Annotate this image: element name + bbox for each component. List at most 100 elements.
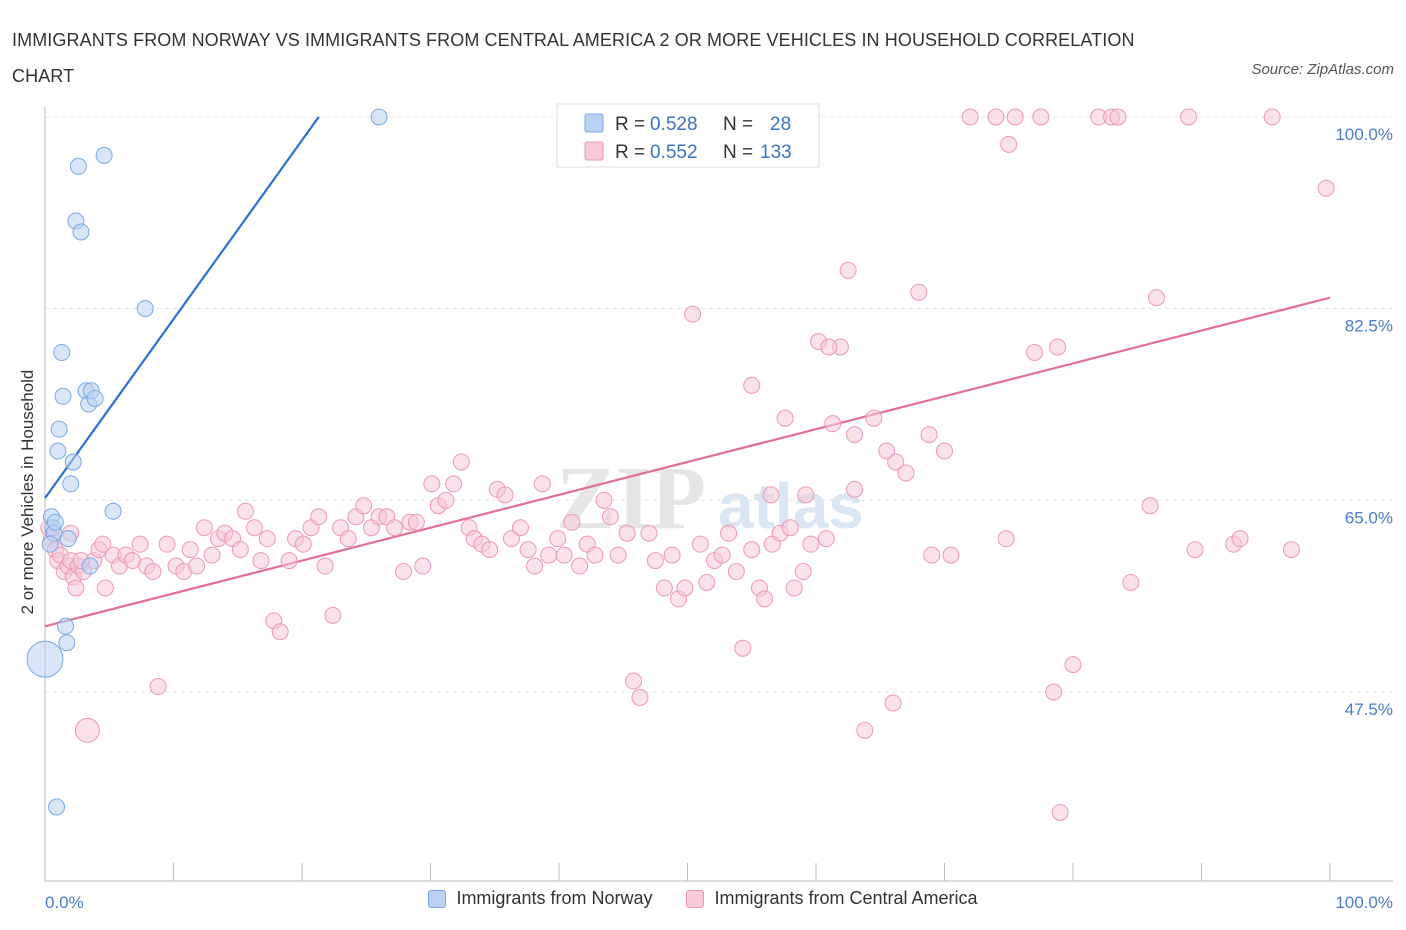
central-america-point-40 (271, 623, 289, 641)
central-america-point-108 (776, 409, 794, 427)
central-america-point-86 (618, 524, 636, 542)
central-america-point-118 (856, 721, 874, 739)
legend-swatch-central-america (584, 141, 604, 161)
central-america-point-60 (423, 475, 441, 493)
legend-n-label-norway: N = (723, 114, 753, 135)
central-america-point-119 (865, 409, 883, 427)
central-america-extra-point-23 (820, 338, 838, 356)
central-america-point-63 (445, 475, 463, 493)
central-america-point-68 (481, 541, 499, 559)
central-america-point-102 (734, 639, 752, 657)
central-america-point-129 (1049, 338, 1067, 356)
central-america-extra-point-11 (1109, 108, 1127, 126)
central-america-point-132 (1122, 573, 1140, 591)
central-america-point-59 (414, 557, 432, 575)
central-america-point-27 (181, 541, 199, 559)
legend-n-value-norway: 28 (770, 114, 791, 135)
central-america-point-82 (586, 546, 604, 564)
data-points (26, 108, 1335, 821)
central-america-point-126 (961, 108, 979, 126)
norway-point-20 (95, 146, 113, 164)
central-america-point-113 (817, 530, 835, 548)
x-tick-label-max: 100.0% (1335, 893, 1393, 912)
central-america-point-124 (923, 546, 941, 564)
norway-point-7 (53, 343, 71, 361)
chart-title: IMMIGRANTS FROM NORWAY VS IMMIGRANTS FRO… (12, 30, 1135, 86)
central-america-point-95 (684, 305, 702, 323)
central-america-extra-point-16 (1186, 541, 1204, 559)
central-america-point-22 (144, 563, 162, 581)
legend-label-norway: Immigrants from Norway (456, 888, 653, 908)
legend-item-central-america: Immigrants from Central America (686, 888, 978, 909)
y-tick-labels: 100.0% 82.5% 65.0% 47.5% (1335, 125, 1393, 719)
norway-point-6 (50, 420, 68, 438)
central-america-point-73 (519, 541, 537, 559)
central-america-point-37 (252, 552, 270, 570)
norway-point-27 (26, 640, 64, 678)
central-america-point-111 (802, 535, 820, 553)
axes (44, 107, 1393, 882)
central-america-point-130 (1064, 656, 1082, 674)
central-america-point-91 (655, 579, 673, 597)
legend-n-label-central-america: N = (723, 142, 753, 163)
central-america-extra-point-14 (1317, 179, 1335, 197)
central-america-point-133 (1141, 497, 1159, 515)
central-america-point-75 (533, 475, 551, 493)
central-america-point-117 (846, 480, 864, 498)
trend-lines (44, 116, 1331, 628)
central-america-extra-point-27 (797, 486, 815, 504)
central-america-point-64 (452, 453, 470, 471)
legend-swatch-norway (584, 113, 604, 133)
central-america-point-29 (195, 519, 213, 537)
central-america-extra-point-22 (920, 426, 938, 444)
central-america-point-114 (824, 415, 842, 433)
central-america-point-125 (942, 546, 960, 564)
central-america-extra-point-15 (987, 108, 1005, 126)
central-america-point-100 (720, 524, 738, 542)
central-america-point-49 (339, 530, 357, 548)
norway-point-15 (72, 223, 90, 241)
central-america-extra-point-7 (1051, 803, 1069, 821)
legend-marker-central-america (686, 889, 705, 908)
central-america-point-36 (245, 519, 263, 537)
central-america-point-45 (310, 508, 328, 526)
central-america-point-9 (67, 579, 85, 597)
norway-point-21 (104, 502, 122, 520)
trend-line-central-america (44, 296, 1331, 628)
central-america-point-101 (727, 563, 745, 581)
central-america-extra-point-26 (1148, 289, 1166, 307)
central-america-point-88 (631, 688, 649, 706)
norway-point-24 (59, 530, 77, 548)
central-america-point-94 (676, 579, 694, 597)
central-america-point-72 (511, 519, 529, 537)
central-america-point-12 (74, 717, 100, 743)
central-america-point-127 (1000, 135, 1018, 153)
central-america-extra-point-18 (1231, 530, 1249, 548)
central-america-point-97 (698, 573, 716, 591)
central-america-point-51 (355, 497, 373, 515)
central-america-point-46 (316, 557, 334, 575)
central-america-extra-point-13 (1263, 108, 1281, 126)
legend-marker-norway (428, 889, 447, 908)
central-america-point-90 (646, 552, 664, 570)
central-america-extra-point-8 (1006, 108, 1024, 126)
norway-point-8 (54, 387, 72, 405)
y-tick-label-2: 65.0% (1345, 508, 1393, 527)
central-america-point-80 (571, 557, 589, 575)
central-america-point-120 (878, 442, 896, 460)
norway-point-26 (41, 535, 59, 553)
central-america-point-96 (691, 535, 709, 553)
central-america-extra-point-25 (743, 376, 761, 394)
central-america-point-92 (663, 546, 681, 564)
trend-line-norway (44, 116, 320, 499)
central-america-point-121 (887, 453, 905, 471)
central-america-point-47 (324, 606, 342, 624)
legend-r-label-central-america: R = (615, 142, 645, 163)
central-america-extra-point-12 (1180, 108, 1198, 126)
legend-r-value-norway: 0.528 (650, 114, 698, 135)
central-america-point-128 (1025, 343, 1043, 361)
central-america-point-99 (713, 546, 731, 564)
norway-point-10 (58, 634, 76, 652)
y-tick-label-3: 47.5% (1345, 700, 1393, 719)
